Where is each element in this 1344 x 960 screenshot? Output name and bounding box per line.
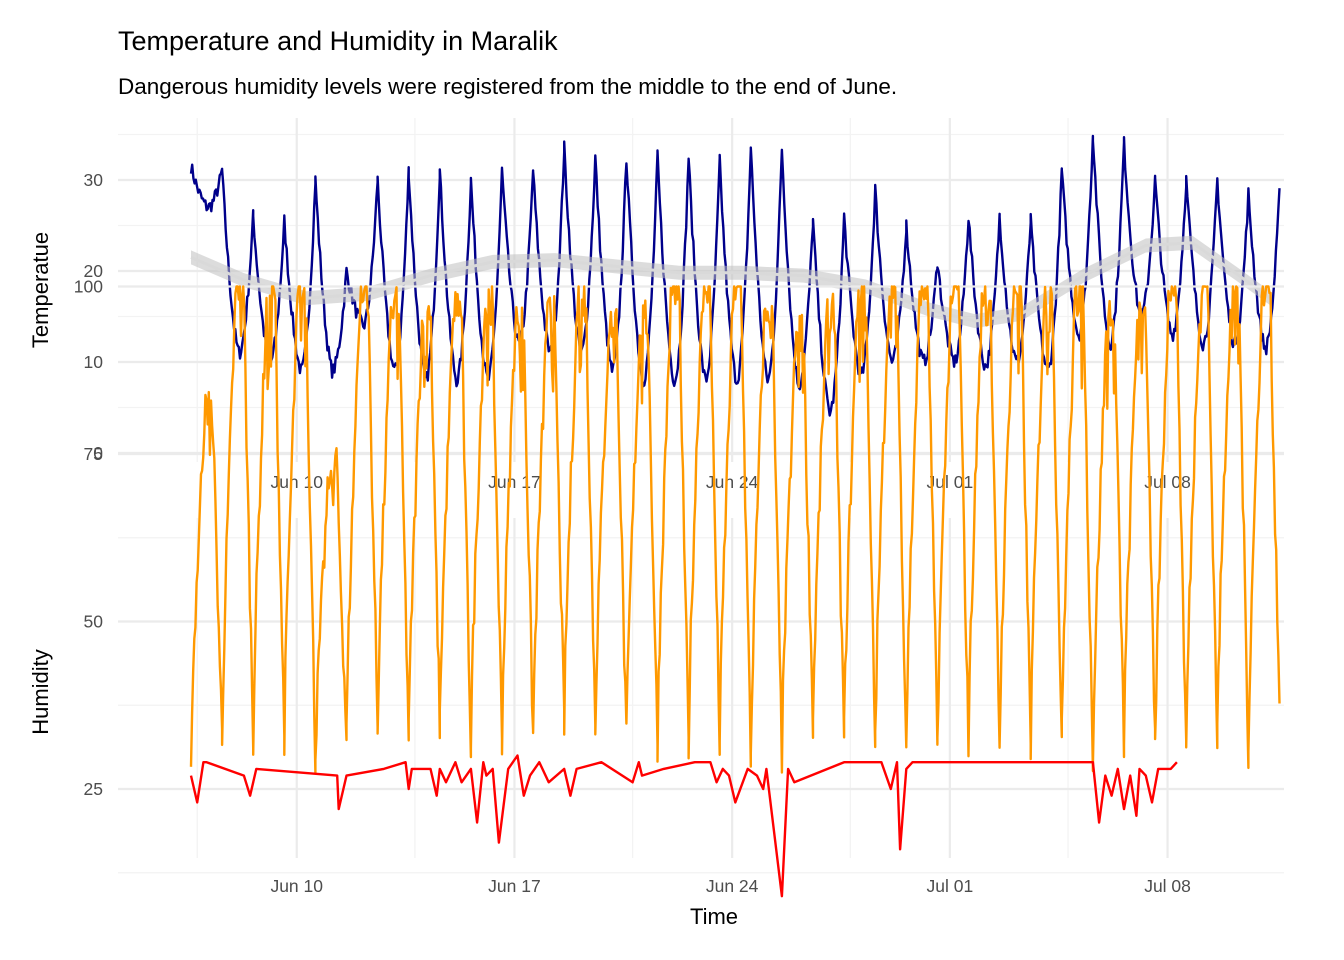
x-tick-label: Jun 24: [706, 876, 759, 896]
y-tick-label: 50: [84, 612, 104, 632]
y-tick-label: 0: [93, 443, 103, 463]
trend-line: [190, 241, 1272, 323]
x-axis-label: Time: [690, 904, 738, 929]
x-tick-label: Jun 17: [488, 876, 541, 896]
x-tick-label: Jul 08: [1144, 876, 1191, 896]
x-tick-label: Jul 01: [926, 876, 973, 896]
y-tick-label: 30: [84, 170, 104, 190]
y-tick-label: 75: [84, 444, 103, 464]
humidity-line: [189, 285, 1281, 775]
chart-title: Temperature and Humidity in Maralik: [118, 26, 558, 56]
y-tick-label: 10: [84, 352, 104, 372]
temperature-line: [189, 134, 1281, 417]
low-humidity-line: [189, 754, 1178, 898]
y-axis-label: Temperatue: [28, 232, 53, 348]
x-tick-label: Jul 08: [1144, 472, 1191, 492]
x-tick-label: Jul 01: [926, 472, 973, 492]
y-tick-label: 100: [74, 277, 103, 297]
y-tick-label: 25: [84, 779, 103, 799]
x-tick-label: Jun 10: [270, 876, 323, 896]
y-tick-label: 20: [84, 261, 104, 281]
y-axis-label: Humidity: [28, 649, 53, 735]
chart-subtitle: Dangerous humidity levels were registere…: [118, 74, 898, 99]
